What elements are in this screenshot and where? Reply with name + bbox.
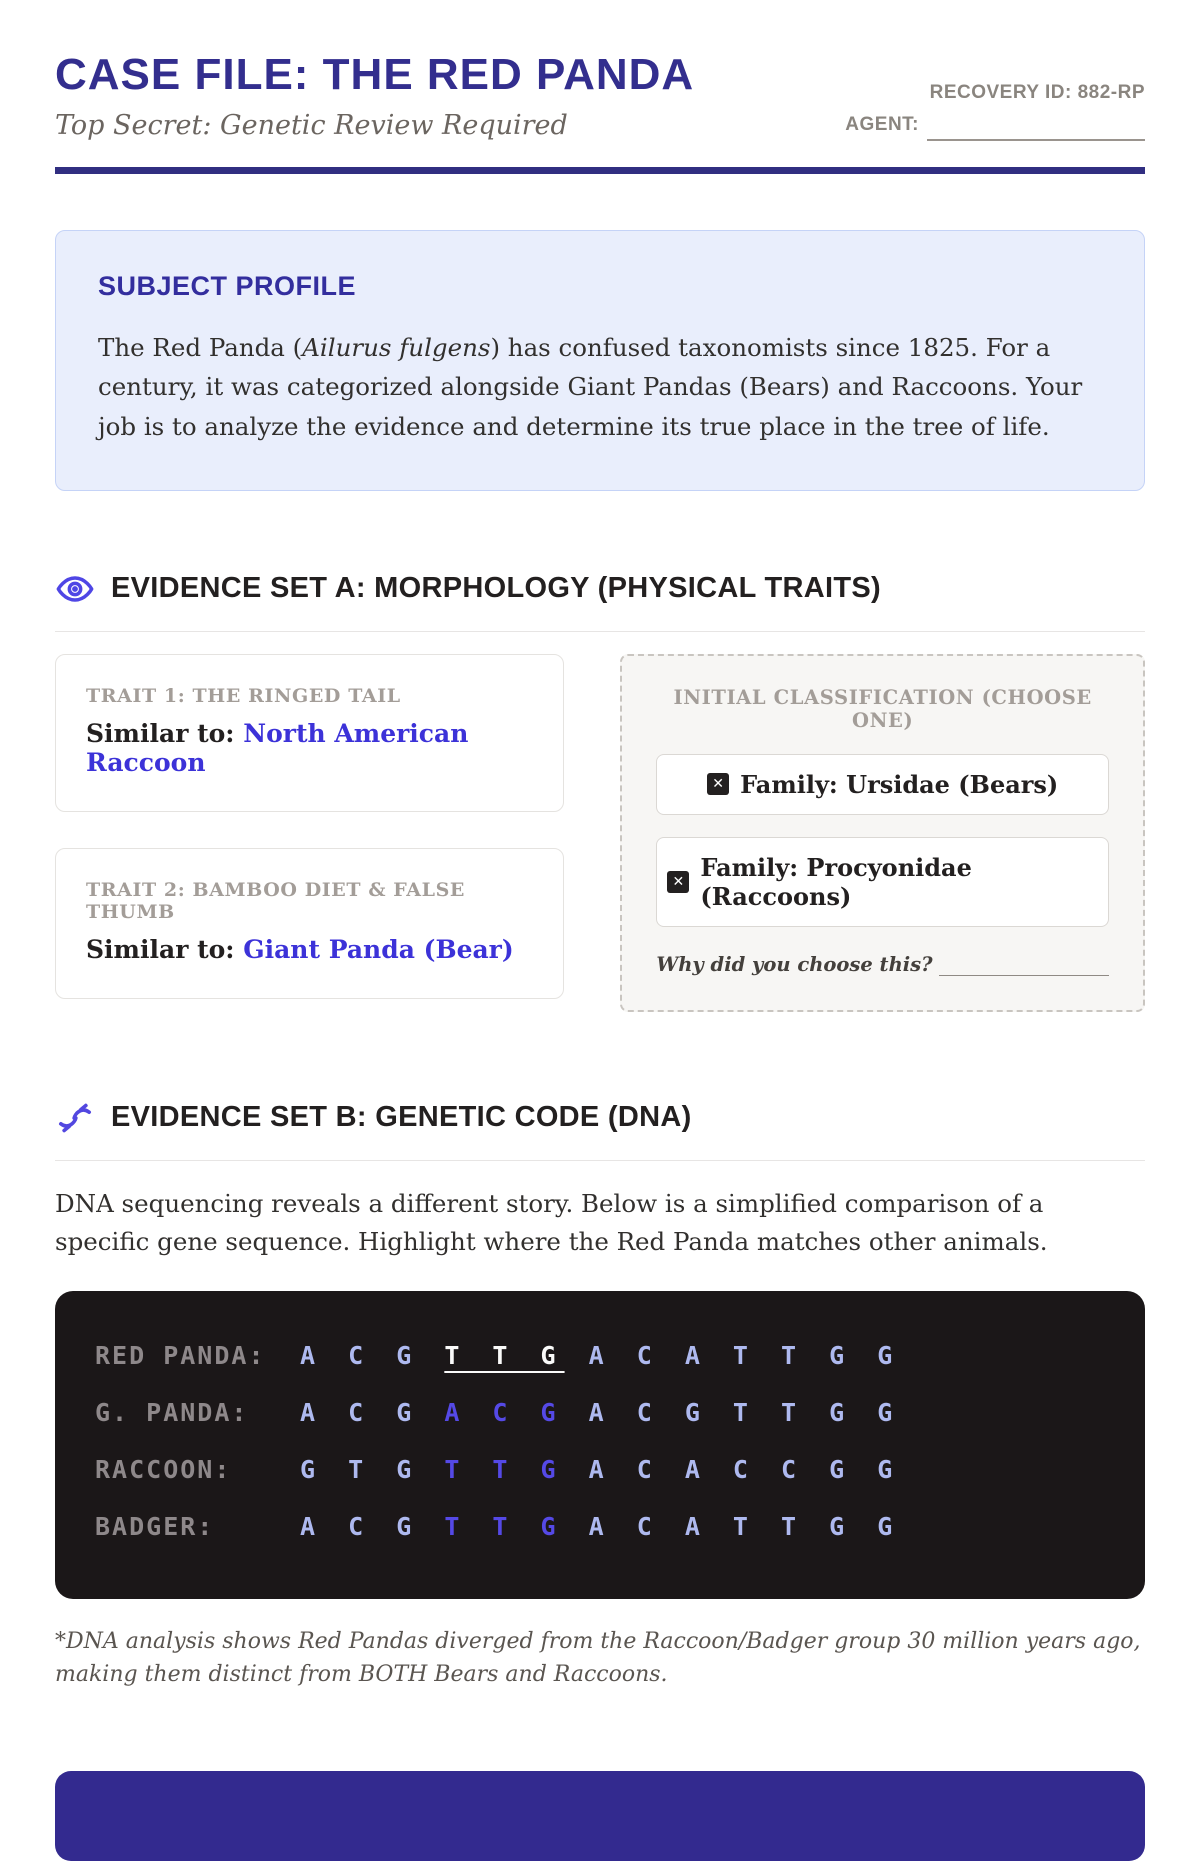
evidence-b-heading-row: EVIDENCE SET B: GENETIC CODE (DNA)	[55, 1098, 1145, 1138]
page-subtitle: Top Secret: Genetic Review Required	[55, 110, 568, 142]
trait-1-similar-value: North American Raccoon	[86, 718, 469, 777]
option-family-ursidae[interactable]: ✕ Family: Ursidae (Bears)	[656, 753, 1109, 815]
dna-row-giant-panda: G. PANDA: A C G A C G A C G T T G G	[95, 1398, 1105, 1427]
trait-column: TRAIT 1: THE RINGED TAIL Similar to: Nor…	[55, 653, 565, 999]
dna-row-sequence: A C G A C G A C G T T G G	[300, 1397, 902, 1427]
agent-line: AGENT:	[845, 109, 1145, 142]
subject-profile-card: SUBJECT PROFILE The Red Panda (Ailurus f…	[55, 230, 1145, 491]
why-prompt-label: Why did you choose this?	[656, 952, 933, 976]
header-left: CASE FILE: THE RED PANDA Top Secret: Gen…	[55, 50, 695, 142]
dna-row-label: RACCOON:	[95, 1454, 232, 1484]
dna-row-sequence: A C G T T G A C A T T G G	[300, 1511, 902, 1541]
profile-text-prefix: The Red Panda (	[98, 333, 303, 363]
ballot-x-icon: ✕	[707, 773, 730, 796]
species-name: Ailurus fulgens	[302, 333, 491, 363]
option-procyonidae-label: Family: Procyonidae (Raccoons)	[700, 852, 972, 911]
evidence-a-heading-row: EVIDENCE SET A: MORPHOLOGY (PHYSICAL TRA…	[55, 569, 1145, 609]
dna-row-badger: BADGER: A C G T T G A C A T T G G	[95, 1512, 1105, 1541]
trait-card-1: TRAIT 1: THE RINGED TAIL Similar to: Nor…	[55, 653, 565, 812]
evidence-a-title: EVIDENCE SET A: MORPHOLOGY (PHYSICAL TRA…	[111, 572, 881, 605]
why-prompt-row: Why did you choose this?	[656, 953, 1109, 976]
evidence-set-a: EVIDENCE SET A: MORPHOLOGY (PHYSICAL TRA…	[55, 569, 1145, 1012]
why-blank-field[interactable]	[938, 959, 1109, 976]
option-ursidae-label: Family: Ursidae (Bears)	[740, 769, 1059, 799]
trait-2-similar: Similar to: Giant Panda (Bear)	[86, 935, 533, 964]
option-family-procyonidae[interactable]: ✕ Family: Procyonidae (Raccoons)	[656, 836, 1109, 927]
dna-row-label: BADGER:	[95, 1511, 215, 1541]
subject-profile-body: The Red Panda (Ailurus fulgens) has conf…	[98, 328, 1102, 446]
dna-row-red-panda: RED PANDA: A C G T T G A C A T T G G	[95, 1341, 1105, 1370]
dna-row-raccoon: RACCOON: G T G T T G A C A C C G G	[95, 1455, 1105, 1484]
dna-icon	[55, 1098, 95, 1138]
header-right: RECOVERY ID: 882-RP AGENT:	[845, 77, 1145, 142]
subject-profile-heading: SUBJECT PROFILE	[98, 271, 357, 302]
trait-1-similar-label: Similar to:	[86, 718, 235, 748]
agent-blank-field[interactable]	[927, 119, 1145, 142]
evidence-set-b: EVIDENCE SET B: GENETIC CODE (DNA) DNA s…	[55, 1098, 1145, 1691]
header: CASE FILE: THE RED PANDA Top Secret: Gen…	[55, 50, 1145, 142]
trait-1-similar: Similar to: North American Raccoon	[86, 719, 533, 777]
evidence-b-intro: DNA sequencing reveals a different story…	[55, 1188, 1048, 1256]
dna-row-sequence: G T G T T G A C A C C G G	[300, 1454, 902, 1484]
trait-2-label: TRAIT 2: BAMBOO DIET & FALSE THUMB	[86, 878, 465, 923]
dna-row-sequence: A C G T T G A C A T T G G	[300, 1340, 902, 1370]
evidence-b-title: EVIDENCE SET B: GENETIC CODE (DNA)	[111, 1101, 692, 1134]
recovery-id: RECOVERY ID: 882-RP	[929, 81, 1145, 103]
trait-2-similar-label: Similar to:	[86, 934, 235, 964]
evidence-b-divider	[55, 1159, 1145, 1161]
agent-label: AGENT:	[845, 113, 919, 135]
trait-card-2: TRAIT 2: BAMBOO DIET & FALSE THUMB Simil…	[55, 847, 565, 999]
profile-text-suffix: ) has confused taxonomists since 1825. F…	[98, 333, 1083, 441]
dna-comparison-panel: RED PANDA: A C G T T G A C A T T G G G. …	[55, 1290, 1145, 1599]
classification-heading: INITIAL CLASSIFICATION (CHOOSE ONE)	[673, 685, 1092, 732]
page-title: CASE FILE: THE RED PANDA	[55, 50, 695, 99]
trait-2-similar-value: Giant Panda (Bear)	[243, 934, 514, 964]
evidence-a-grid: TRAIT 1: THE RINGED TAIL Similar to: Nor…	[55, 653, 1145, 1012]
trait-1-label: TRAIT 1: THE RINGED TAIL	[86, 684, 401, 707]
evidence-a-divider	[55, 630, 1145, 632]
eye-icon	[55, 569, 95, 609]
dna-footnote: *DNA analysis shows Red Pandas diverged …	[55, 1628, 1141, 1687]
ballot-x-icon: ✕	[667, 870, 690, 893]
header-divider	[55, 167, 1145, 175]
final-verdict-panel	[55, 1770, 1145, 1861]
dna-row-label: RED PANDA:	[95, 1340, 266, 1370]
classification-box: INITIAL CLASSIFICATION (CHOOSE ONE) ✕ Fa…	[620, 653, 1145, 1012]
dna-row-label: G. PANDA:	[95, 1397, 249, 1427]
